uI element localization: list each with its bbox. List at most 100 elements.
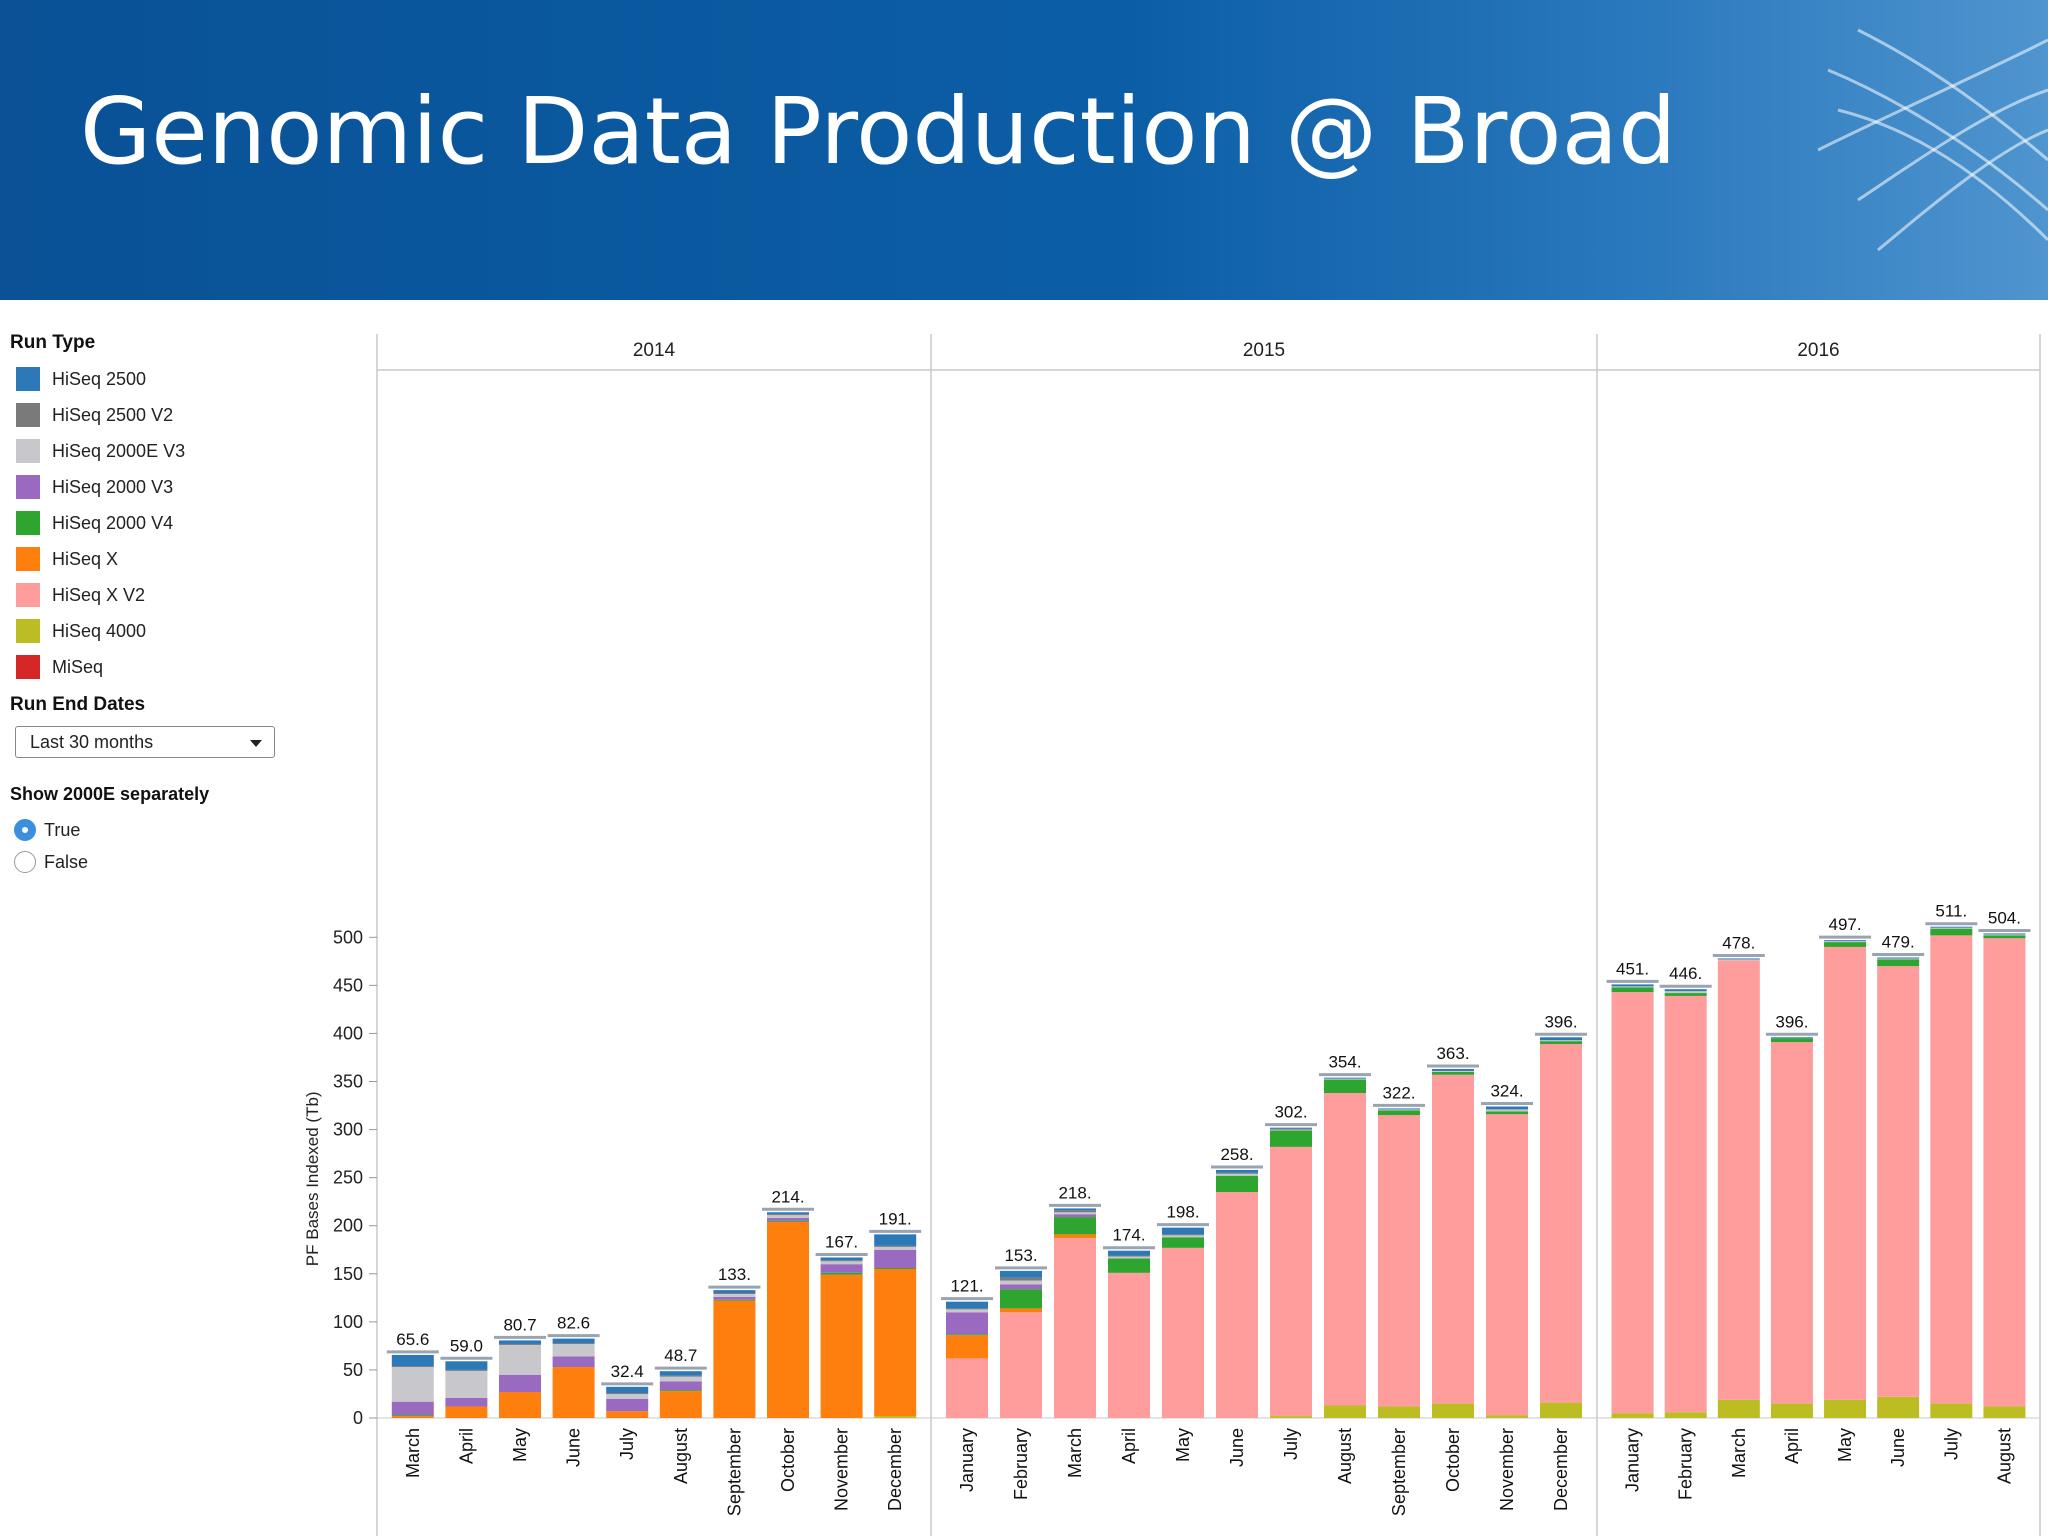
bar-segment [606, 1398, 649, 1412]
x-tick-label: December [885, 1428, 905, 1511]
bar-segment [1000, 1277, 1042, 1281]
bar-segment [1000, 1270, 1042, 1278]
bar-segment [946, 1301, 988, 1309]
bar-segment [713, 1300, 756, 1418]
y-tick-label: 200 [333, 1216, 363, 1236]
bar-segment [1000, 1312, 1042, 1418]
bar-segment [1162, 1237, 1204, 1248]
run-end-dates-dropdown[interactable]: Last 30 months [15, 726, 275, 758]
x-tick-label: May [1173, 1428, 1193, 1462]
x-tick-label: August [1994, 1428, 2014, 1484]
x-tick-label: August [1335, 1428, 1355, 1484]
bar-segment [1432, 1071, 1474, 1075]
legend-item[interactable]: HiSeq 2500 [16, 366, 146, 392]
legend-swatch [16, 619, 40, 643]
legend-item[interactable]: HiSeq 2000 V4 [16, 510, 173, 536]
show-2000e-title: Show 2000E separately [10, 784, 210, 804]
radio-true-option[interactable]: True [14, 817, 80, 843]
bar-segment [445, 1406, 488, 1418]
bar-segment [1824, 942, 1867, 947]
bar-segment [499, 1392, 541, 1418]
bar-segment [713, 1293, 756, 1294]
bar-segment [391, 1416, 434, 1418]
bar-segment [552, 1367, 595, 1418]
bar-segment [1270, 1416, 1312, 1418]
bar-segment [874, 1249, 917, 1269]
bar-segment [1824, 940, 1867, 942]
y-tick-label: 100 [333, 1312, 363, 1332]
x-tick-label: August [671, 1428, 691, 1484]
year-header-label: 2015 [1243, 340, 1285, 361]
year-header-label: 2016 [1797, 340, 1839, 361]
legend-swatch [16, 367, 40, 391]
bar-segment [1270, 1146, 1312, 1417]
slide-header: Genomic Data Production @ Broad [0, 0, 2048, 300]
bar-segment [1486, 1111, 1528, 1115]
bar-segment [1717, 958, 1760, 960]
bar-segment [1432, 1074, 1474, 1404]
legend-item[interactable]: HiSeq 4000 [16, 618, 146, 644]
bar-total-label: 504. [1988, 908, 2021, 927]
bar-segment [445, 1370, 488, 1398]
y-tick-label: 300 [333, 1120, 363, 1140]
bar-segment [1324, 1093, 1366, 1406]
legend-label: HiSeq 2000 V3 [52, 476, 174, 497]
bar-total-label: 59.0 [450, 1336, 483, 1355]
bar-segment [659, 1376, 702, 1382]
bar-segment [1000, 1308, 1042, 1313]
y-tick-label: 150 [333, 1264, 363, 1284]
bar-segment [1770, 1038, 1813, 1043]
bar-segment [391, 1366, 434, 1368]
legend-item[interactable]: HiSeq 2500 V2 [16, 402, 173, 428]
bar-segment [713, 1296, 756, 1300]
bar-segment [552, 1338, 595, 1344]
bar-total-label: 479. [1882, 932, 1915, 951]
bar-segment [1983, 938, 2026, 1407]
bar-segment [1216, 1172, 1258, 1174]
bar-total-label: 48.7 [664, 1346, 697, 1365]
legend-swatch [16, 511, 40, 535]
bar-segment [1930, 935, 1973, 1404]
legend-label: HiSeq 2000E V3 [52, 440, 186, 461]
bar-segment [1540, 1402, 1582, 1418]
bar-segment [1162, 1227, 1204, 1235]
bar-total-label: 258. [1220, 1145, 1253, 1164]
x-tick-label: May [1835, 1428, 1855, 1462]
bar-segment [1717, 1399, 1760, 1418]
bar-segment [391, 1354, 434, 1367]
legend-item[interactable]: HiSeq 2000E V3 [16, 438, 185, 464]
bar-segment [606, 1386, 649, 1394]
radio-false-button[interactable] [14, 851, 36, 873]
radio-true-button[interactable] [14, 819, 36, 841]
legend-swatch [16, 547, 40, 571]
bar-segment [1054, 1217, 1096, 1235]
bar-segment [445, 1397, 488, 1407]
bar-segment [391, 1367, 434, 1402]
x-tick-label: July [617, 1428, 637, 1460]
bar-segment [499, 1344, 541, 1375]
logo-swoosh-graphic [1817, 28, 2048, 252]
bar-segment [1000, 1280, 1042, 1285]
bar-total-label: 167. [825, 1232, 858, 1251]
bar-total-label: 354. [1328, 1053, 1361, 1072]
bar-segment [1108, 1272, 1150, 1418]
radio-false-option[interactable]: False [14, 849, 88, 875]
legend-item[interactable]: HiSeq X V2 [16, 582, 145, 608]
bar-segment [1324, 1078, 1366, 1080]
legend-item[interactable]: HiSeq X [16, 546, 118, 572]
bar-segment [874, 1268, 917, 1417]
bar-segment [946, 1308, 988, 1310]
bar-segment [1054, 1234, 1096, 1239]
bar-segment [1378, 1108, 1420, 1110]
legend-label: HiSeq 2500 [52, 368, 147, 389]
bar-total-label: 214. [771, 1187, 804, 1206]
bar-segment [1108, 1258, 1150, 1273]
legend-item[interactable]: HiSeq 2000 V3 [16, 474, 173, 500]
bar-segment [1054, 1210, 1096, 1213]
bar-total-label: 446. [1669, 964, 1702, 983]
x-tick-label: January [1623, 1428, 1643, 1492]
legend-item[interactable]: MiSeq [16, 654, 103, 680]
bar-segment [1054, 1208, 1096, 1211]
x-tick-label: September [1389, 1428, 1409, 1516]
bar-segment [391, 1415, 434, 1417]
